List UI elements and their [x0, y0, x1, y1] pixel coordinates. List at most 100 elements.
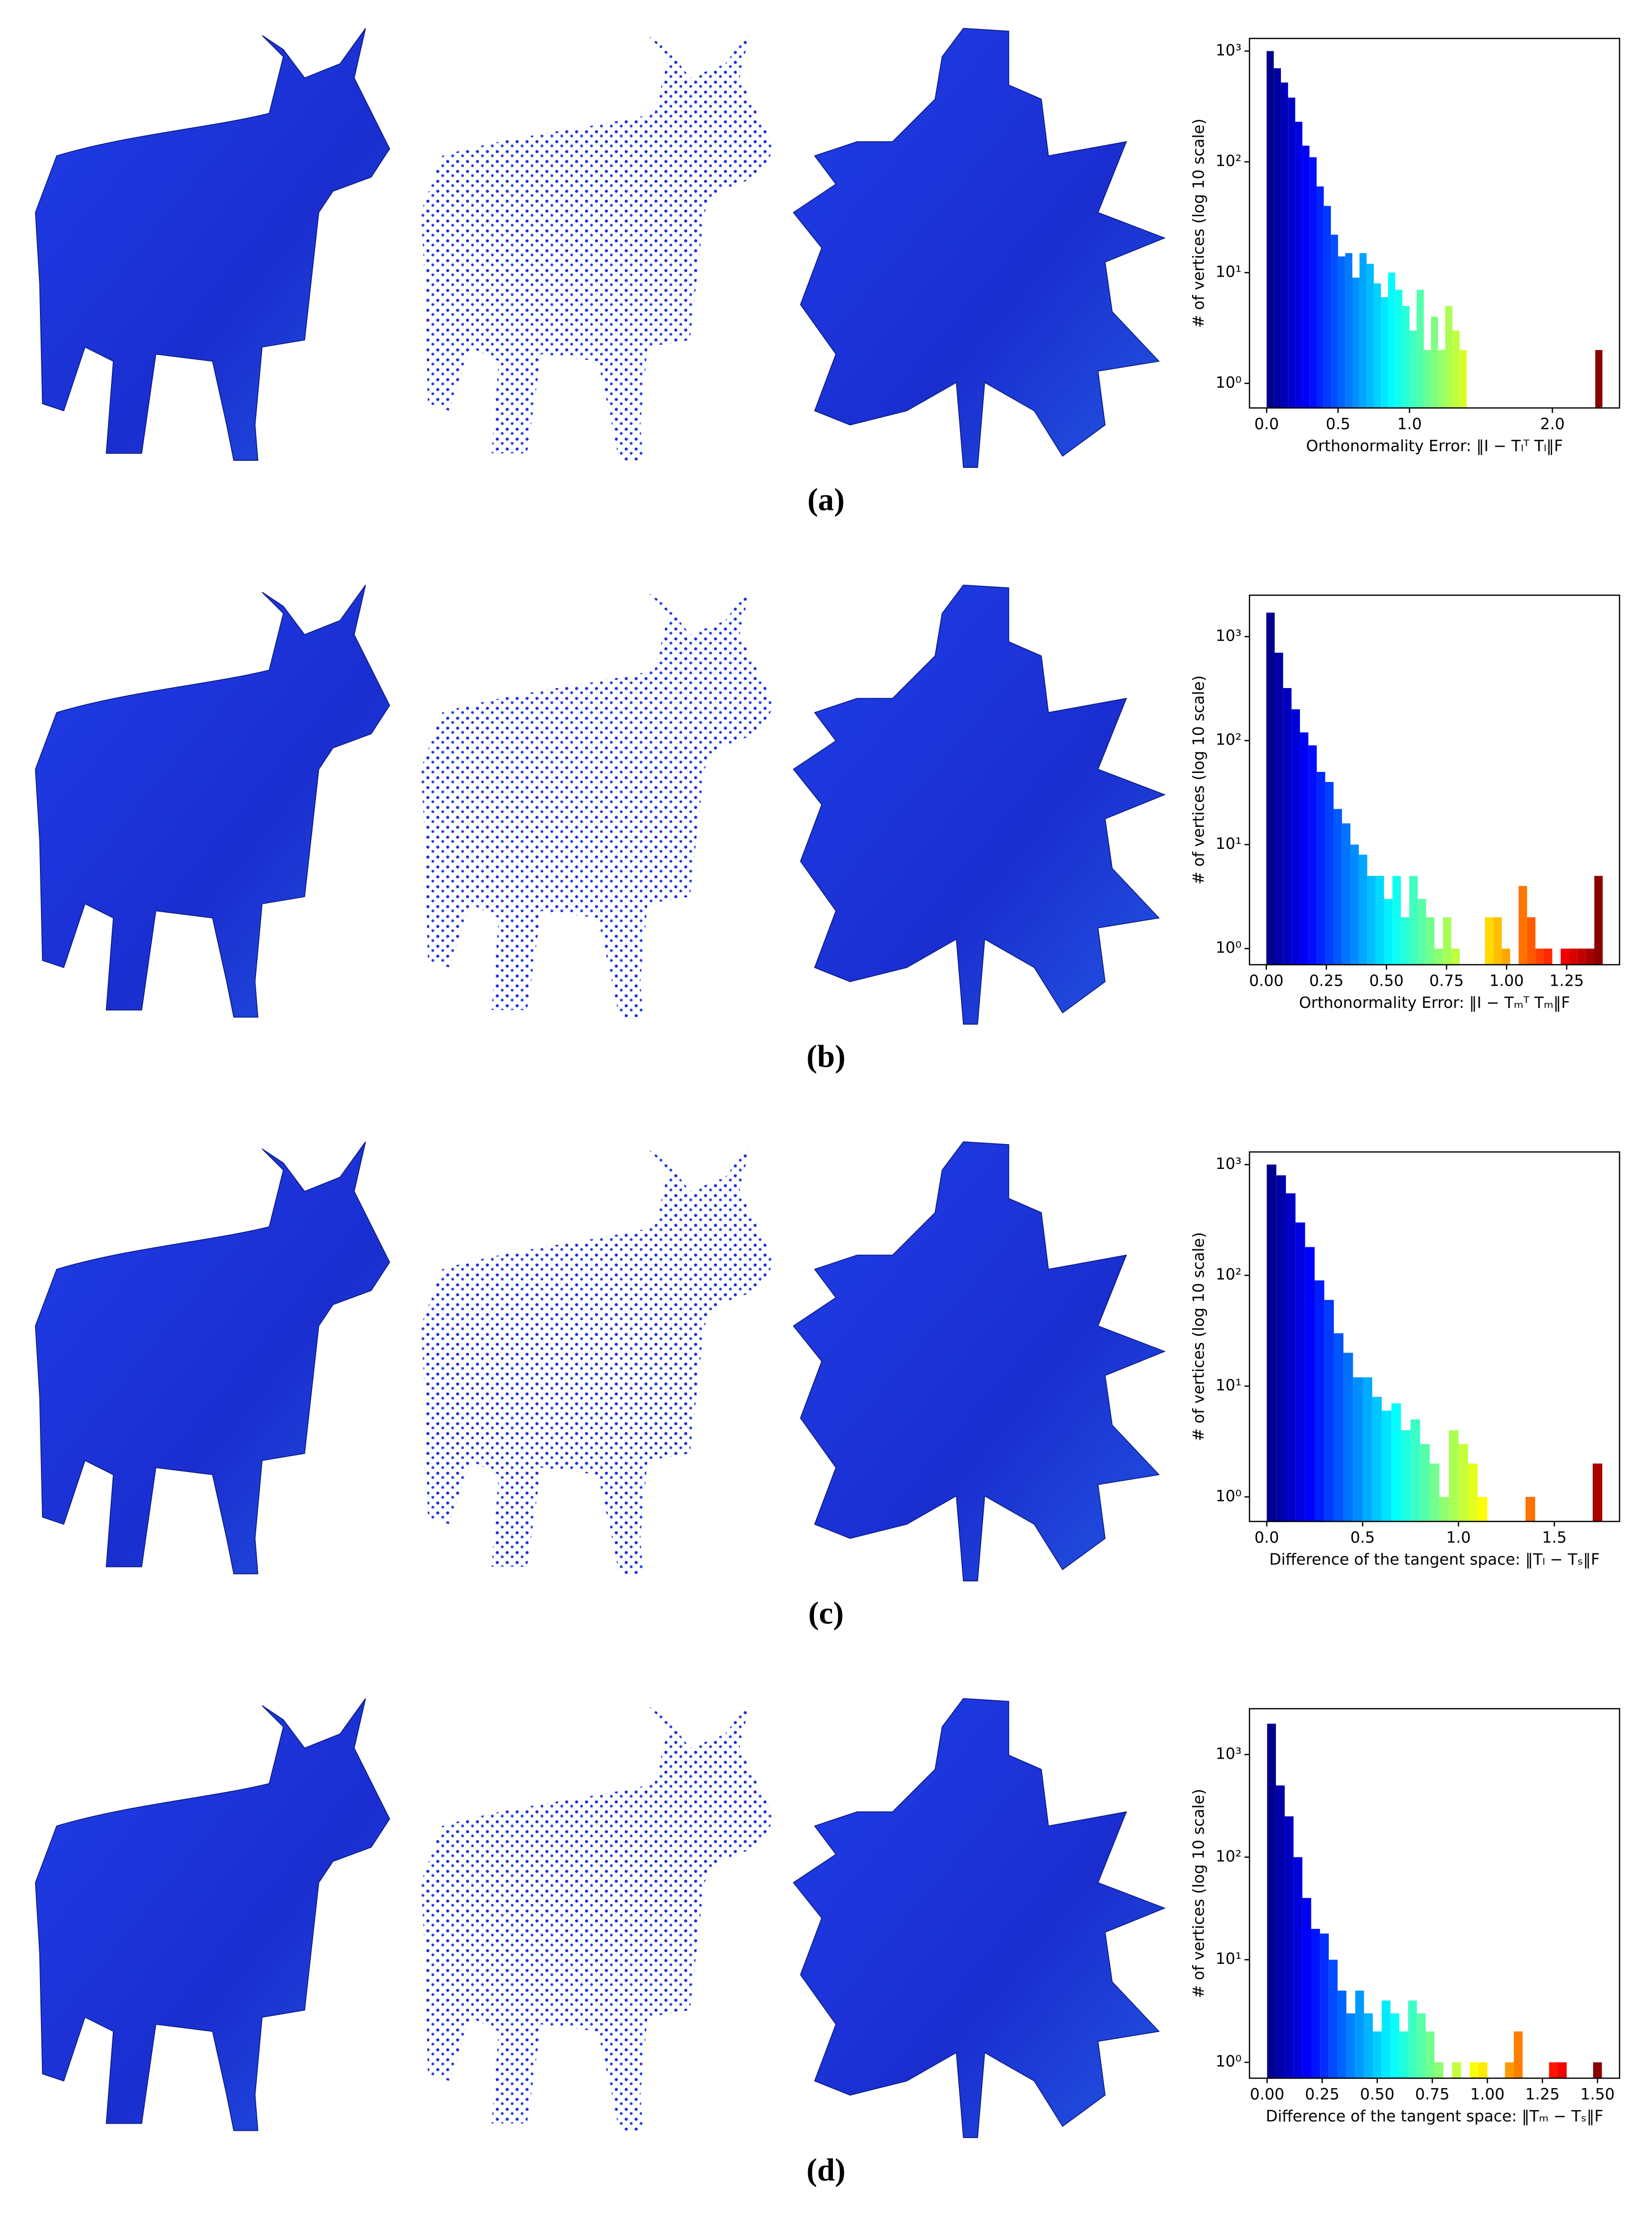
histogram-bar: [1459, 350, 1467, 408]
histogram-bar: [1316, 771, 1325, 965]
histogram-bar: [1302, 1898, 1311, 2078]
plot-frame: [1248, 594, 1621, 966]
histogram-bar: [1409, 330, 1417, 408]
x-tick-label: 0.0: [1254, 1529, 1279, 1547]
x-tick-label: 1.50: [1580, 2086, 1615, 2104]
y-tick-label: 10⁰: [1216, 939, 1241, 957]
y-tick-label: 10¹: [1216, 1376, 1241, 1394]
y-tick-label: 10²: [1216, 152, 1241, 170]
histogram-bar: [1324, 1300, 1334, 1521]
plot-frame: [1248, 1151, 1621, 1522]
histogram-bar: [1280, 82, 1288, 408]
histogram-bar: [1399, 2031, 1408, 2078]
x-tick-label: 0.00: [1250, 2086, 1284, 2104]
histogram-bar: [1593, 2062, 1602, 2078]
histogram-bar: [1346, 2013, 1355, 2078]
histogram-bar: [1366, 264, 1374, 408]
histogram-bar: [1353, 1377, 1363, 1521]
histogram-bar: [1445, 306, 1453, 408]
histogram-bar: [1468, 1464, 1478, 1521]
histogram-bar: [1381, 2000, 1391, 2078]
renderings: [34, 27, 1166, 2139]
histogram-bar: [1314, 1280, 1324, 1521]
histogram-bar: [1402, 306, 1410, 408]
y-tick-label: 10³: [1216, 1155, 1241, 1173]
histogram-bar: [1342, 823, 1351, 965]
histogram-bar: [1331, 234, 1338, 408]
histogram-bar: [1355, 1990, 1364, 2078]
y-axis-label: # of vertices (log 10 scale): [1190, 118, 1208, 328]
histogram-bar: [1352, 278, 1360, 408]
x-axis-label: Difference of the tangent space: ‖Tₗ − T…: [1269, 1551, 1600, 1569]
histogram-bar: [1345, 253, 1352, 408]
histogram-bar: [1273, 68, 1281, 408]
histogram-bar: [1284, 1816, 1294, 2078]
x-tick-label: 1.5: [1542, 1529, 1567, 1547]
histogram-bar: [1426, 917, 1435, 965]
histogram-bar: [1325, 782, 1334, 965]
histogram-bar: [1328, 1959, 1338, 2078]
histogram-bar: [1431, 317, 1438, 408]
x-axis-label: Orthonormality Error: ‖I − Tₘᵀ Tₘ‖F: [1299, 994, 1570, 1012]
histogram-bar: [1367, 876, 1376, 965]
histogram-bar: [1309, 157, 1317, 408]
histogram-bar: [1291, 709, 1300, 965]
x-tick-label: 0.5: [1350, 1529, 1375, 1547]
caption: (a): [808, 482, 845, 517]
plot-frame: [1248, 37, 1621, 409]
histogram-bar: [1333, 1333, 1344, 1521]
histogram-bar: [1416, 290, 1424, 408]
histogram-bar: [1392, 876, 1401, 965]
y-tick-label: 10²: [1216, 731, 1241, 749]
histogram-bar: [1569, 948, 1578, 965]
y-tick-label: 10¹: [1216, 1950, 1241, 1968]
histogram-bar: [1425, 2031, 1435, 2078]
x-tick-label: 1.25: [1550, 972, 1584, 990]
histogram-bar: [1295, 1222, 1305, 1521]
y-tick-label: 10¹: [1216, 263, 1241, 281]
histogram-bar: [1305, 1247, 1315, 1521]
x-tick-label: 2.0: [1540, 415, 1565, 433]
row-c-renders: [34, 1141, 1166, 1582]
histogram-bar: [1544, 948, 1553, 965]
histogram-bar: [1514, 2031, 1523, 2078]
x-tick-label: 0.00: [1249, 972, 1283, 990]
histogram-bar: [1388, 272, 1395, 408]
histogram-bar: [1359, 253, 1367, 408]
histogram-bar: [1408, 2000, 1417, 2078]
row-a-renders: [34, 27, 1166, 468]
histogram-bar: [1424, 350, 1431, 408]
histogram-bar: [1395, 290, 1403, 408]
histogram-bar: [1477, 1496, 1488, 1521]
histogram-bar: [1390, 2013, 1399, 2078]
histogram-bar: [1525, 1496, 1536, 1521]
row-d-renders: [34, 1698, 1166, 2139]
histogram-bar: [1320, 1933, 1329, 2078]
histogram-bar: [1375, 876, 1384, 965]
histogram-bar: [1283, 688, 1292, 965]
x-tick-label: 0.25: [1305, 2086, 1339, 2104]
histogram-bar: [1384, 899, 1393, 965]
histogram-bar: [1561, 948, 1569, 965]
histogram-bar: [1316, 186, 1324, 408]
histogram-bar: [1429, 1464, 1440, 1521]
histogram-bar: [1535, 948, 1544, 965]
x-tick-label: 0.75: [1415, 2086, 1450, 2104]
histogram-bar: [1274, 653, 1283, 965]
histogram-bar: [1333, 809, 1342, 965]
histogram-bar: [1401, 1430, 1411, 1521]
histogram-bar: [1293, 1857, 1302, 2078]
caption: (d): [807, 2152, 845, 2188]
histogram-bar: [1420, 1444, 1430, 1521]
x-tick-label: 0.0: [1254, 415, 1279, 433]
x-tick-label: 0.75: [1429, 972, 1464, 990]
histogram-bar: [1452, 2062, 1461, 2078]
row-b-renders: [34, 584, 1166, 1025]
histogram-bar: [1478, 2062, 1488, 2078]
histogram-bar: [1470, 2062, 1479, 2078]
histogram-bar: [1373, 2031, 1382, 2078]
histogram-bar: [1449, 1430, 1459, 1521]
histogram-bar: [1266, 1164, 1276, 1521]
histogram-bar: [1518, 886, 1527, 965]
